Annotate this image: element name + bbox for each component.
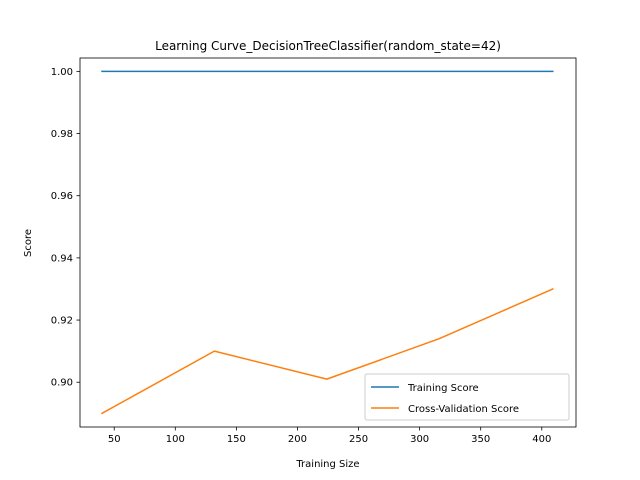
series-line-cross-validation-score <box>100 287 554 415</box>
x-tick-label: 200 <box>288 434 307 445</box>
x-tick-label: 350 <box>471 434 490 445</box>
x-tick-label: 50 <box>108 434 121 445</box>
legend-label-training-score: Training Score <box>407 383 479 394</box>
y-tick-label: 0.98 <box>51 129 73 140</box>
x-tick-label: 150 <box>227 434 246 445</box>
y-axis-label: Score <box>23 229 34 257</box>
x-axis-ticks: 50 100 150 200 250 300 350 400 <box>108 427 551 445</box>
legend-label-cross-validation-score: Cross-Validation Score <box>408 404 519 415</box>
x-tick-label: 250 <box>349 434 368 445</box>
y-tick-label: 1.00 <box>51 67 73 78</box>
y-tick-label: 0.92 <box>51 316 73 327</box>
y-axis-ticks: 0.90 0.92 0.94 0.96 0.98 1.00 <box>51 67 80 389</box>
y-tick-label: 0.90 <box>51 378 73 389</box>
legend: Training Score Cross-Validation Score <box>364 373 570 421</box>
x-tick-label: 300 <box>410 434 429 445</box>
x-tick-label: 400 <box>532 434 551 445</box>
x-axis-label: Training Size <box>295 459 359 470</box>
y-tick-label: 0.96 <box>51 191 73 202</box>
chart-title: Learning Curve_DecisionTreeClassifier(ra… <box>155 39 501 53</box>
legend-box <box>364 373 570 421</box>
y-tick-label: 0.94 <box>51 253 73 264</box>
axes-frame <box>79 57 577 428</box>
plot-area <box>100 70 554 415</box>
x-tick-label: 100 <box>166 434 185 445</box>
